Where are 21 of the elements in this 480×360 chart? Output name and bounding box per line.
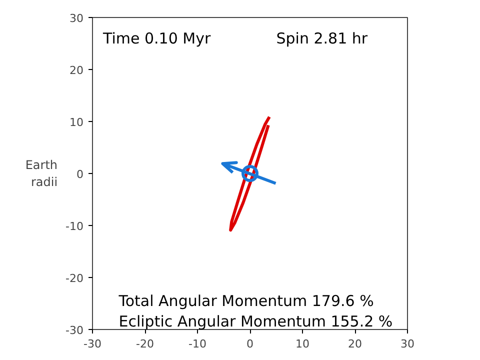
x-tick-label: 10 [296,338,310,350]
annotation: Time 0.10 Myr [102,29,212,48]
y-tick-label: 0 [76,168,84,181]
x-tick-label: 20 [348,338,362,350]
y-axis-title: Earth radii [25,158,58,189]
x-tick-label: -30 [84,338,102,350]
y-tick-label: 10 [70,116,84,129]
x-tick-label: 30 [400,338,414,350]
line-series [229,115,271,232]
y-tick-label: -10 [66,220,84,233]
y-tick-label: 30 [70,12,84,25]
annotation: Spin 2.81 hr [276,29,368,48]
x-tick-label: -10 [188,338,206,350]
y-tick-label: -20 [66,272,84,285]
y-tick-label: 20 [70,64,84,77]
annotation: Ecliptic Angular Momentum 155.2 % [118,312,393,331]
line-series [221,161,278,185]
y-tick-label: -30 [66,324,84,337]
x-tick-label: -20 [136,338,154,350]
annotation: Total Angular Momentum 179.6 % [118,292,374,310]
x-tick-label: 0 [246,338,254,350]
